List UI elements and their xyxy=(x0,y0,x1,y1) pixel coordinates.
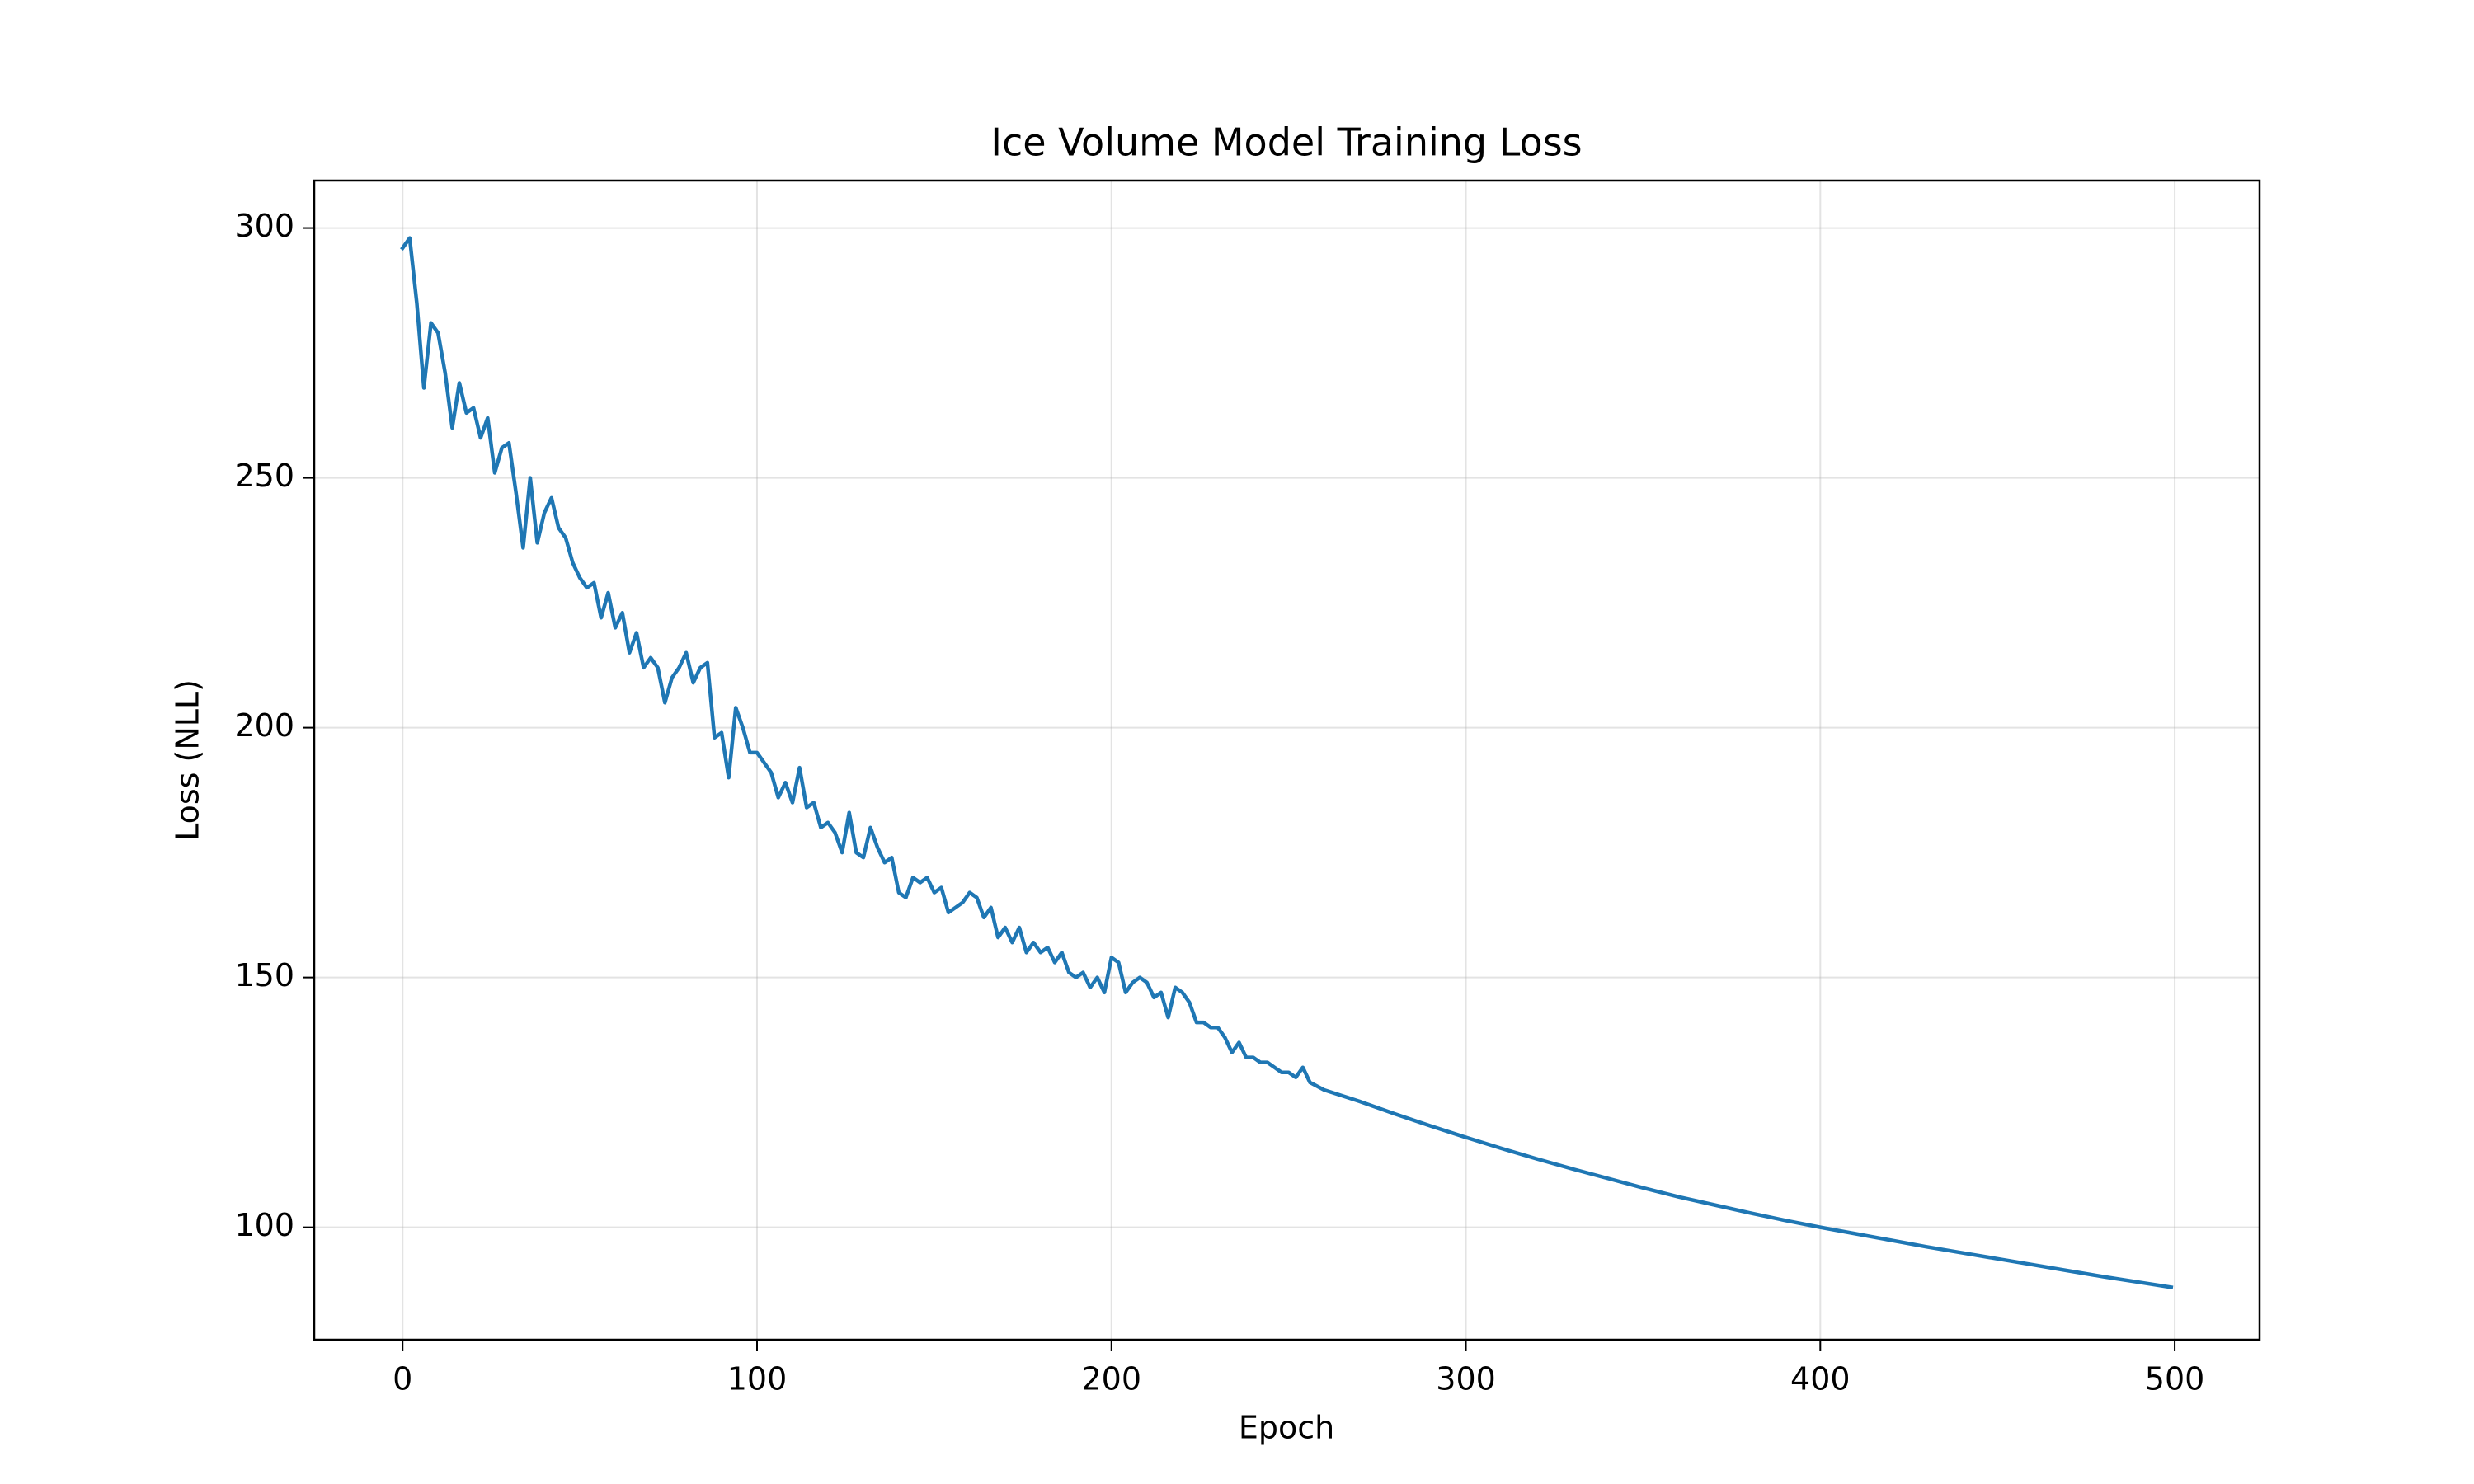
plot-area xyxy=(400,236,2174,1289)
y-tick-label: 250 xyxy=(234,458,294,494)
loss-line xyxy=(400,236,2174,1289)
ticks: 0 100 200 300 400 500 100 150 200 250 300 xyxy=(234,208,2204,1397)
axes-frame xyxy=(313,179,2261,1341)
y-tick-label: 150 xyxy=(234,957,294,993)
y-tick-label: 200 xyxy=(234,707,294,744)
y-axis-label: Loss (NLL) xyxy=(170,679,206,841)
y-tick-label: 300 xyxy=(234,208,294,244)
x-axis-label: Epoch xyxy=(1239,1410,1334,1446)
chart-title: Ice Volume Model Training Loss xyxy=(990,120,1582,165)
x-tick-label: 0 xyxy=(393,1361,412,1397)
grid xyxy=(314,181,2260,1340)
x-tick-label: 500 xyxy=(2145,1361,2205,1397)
x-tick-label: 400 xyxy=(1790,1361,1851,1397)
x-tick-label: 200 xyxy=(1081,1361,1141,1397)
y-tick-label: 100 xyxy=(234,1207,294,1243)
x-tick-label: 300 xyxy=(1436,1361,1496,1397)
x-tick-label: 100 xyxy=(727,1361,788,1397)
